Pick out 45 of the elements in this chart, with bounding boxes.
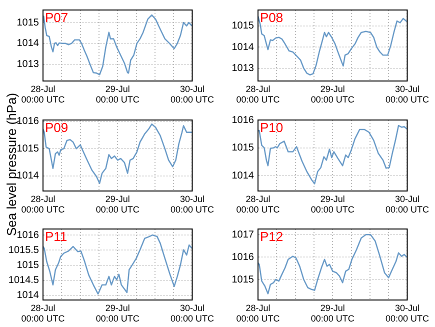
y-tick-label: 1015 (232, 274, 254, 286)
y-axis-title: Sea level pressure (hPa) (4, 92, 19, 236)
y-tick-label: 1014 (232, 42, 254, 53)
y-tick-label: 1015 (16, 260, 40, 272)
x-tick-label: 28-Jul 00:00 UTC (21, 302, 66, 324)
y-tick-label: 1014.5 (8, 275, 40, 286)
x-tick-label: 29-Jul 00:00 UTC (310, 302, 355, 324)
y-tick-label: 1015 (16, 143, 40, 154)
y-tick-label: 1015.5 (8, 244, 40, 256)
y-tick-label: 1016 (232, 252, 254, 263)
x-tick-label: 28-Jul 00:00 UTC (236, 302, 280, 324)
y-tick-label: 1015 (232, 142, 254, 154)
x-tick-label: 28-Jul 00:00 UTC (21, 194, 66, 215)
x-tick-label: 30-Jul 00:00 UTC (385, 194, 430, 215)
x-tick-label: 30-Jul 00:00 UTC (170, 84, 214, 105)
chart-title: P11 (45, 229, 68, 244)
x-tick-label: 30-Jul 00:00 UTC (385, 302, 430, 324)
x-tick-label: 29-Jul 00:00 UTC (310, 84, 355, 105)
x-tick-label: 30-Jul 00:00 UTC (385, 84, 430, 105)
chart-title: P07 (45, 10, 68, 26)
y-tick-label: 1015 (232, 20, 254, 32)
x-tick-label: 29-Jul 00:00 UTC (310, 194, 355, 215)
y-tick-label: 1013 (232, 63, 254, 74)
chart-title: P08 (260, 10, 284, 26)
y-tick-label: 1016 (232, 114, 254, 126)
x-tick-label: 30-Jul 00:00 UTC (170, 302, 214, 324)
y-tick-label: 1014 (16, 38, 40, 50)
x-tick-label: 28-Jul 00:00 UTC (236, 84, 280, 105)
y-tick-label: 1017 (232, 229, 254, 240)
x-tick-label: 28-Jul 00:00 UTC (21, 84, 66, 105)
y-tick-label: 1016 (16, 116, 40, 128)
x-tick-label: 29-Jul 00:00 UTC (96, 194, 140, 215)
x-tick-label: 29-Jul 00:00 UTC (96, 302, 140, 324)
y-tick-label: 1014 (16, 170, 40, 182)
y-tick-label: 1014 (232, 170, 254, 182)
chart-title: P09 (45, 120, 68, 136)
x-tick-label: 30-Jul 00:00 UTC (170, 194, 214, 215)
chart-title: P12 (260, 229, 284, 244)
y-tick-label: 1013 (16, 59, 40, 70)
y-tick-label: 1016 (16, 230, 40, 241)
y-tick-label: 1014 (16, 290, 40, 302)
y-tick-label: 1015 (16, 17, 40, 28)
x-tick-label: 28-Jul 00:00 UTC (236, 194, 280, 215)
chart-title: P10 (260, 120, 284, 136)
x-tick-label: 29-Jul 00:00 UTC (96, 84, 140, 105)
